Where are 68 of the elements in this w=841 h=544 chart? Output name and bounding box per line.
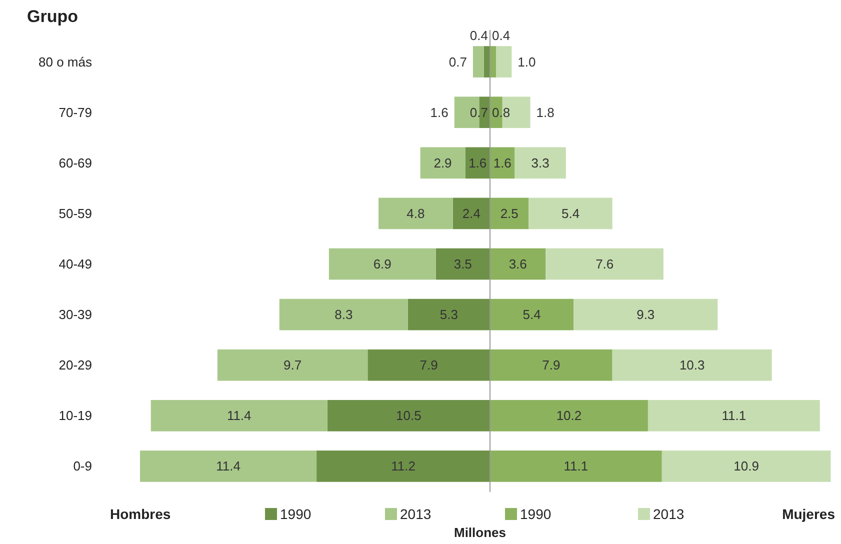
y-tick-label: 30-39 <box>58 307 92 322</box>
data-label: 1.6 <box>493 155 512 170</box>
y-tick-label: 80 o más <box>38 54 92 70</box>
bar <box>528 198 612 230</box>
data-label: 9.7 <box>284 358 302 373</box>
bar <box>150 400 328 432</box>
data-label: 5.3 <box>440 307 458 322</box>
data-label: 7.9 <box>420 358 438 373</box>
data-label: 5.4 <box>522 307 541 322</box>
data-label: 10.2 <box>556 408 582 424</box>
y-tick-label: 40-49 <box>58 256 92 272</box>
data-label: 1.6 <box>430 104 448 120</box>
bar <box>217 349 368 381</box>
bar <box>279 298 408 330</box>
bar <box>648 400 820 432</box>
data-label: 10.5 <box>396 408 422 424</box>
data-label: 0.4 <box>470 28 488 44</box>
data-label: 9.3 <box>636 307 655 322</box>
y-tick-label: 10-19 <box>58 408 92 424</box>
legend-label: 1990 <box>520 506 552 522</box>
bar <box>574 298 718 330</box>
data-label: 1.0 <box>518 54 536 70</box>
x-axis-title: Millones <box>454 525 506 540</box>
data-label: 0.7 <box>470 104 488 120</box>
data-label: 1.6 <box>468 155 487 170</box>
text: Mujeres <box>782 506 836 522</box>
legend-label: 2013 <box>400 506 432 522</box>
bar <box>420 147 466 179</box>
text: Hombres <box>110 506 171 522</box>
data-label: 0.7 <box>448 54 467 70</box>
data-label: 6.9 <box>373 256 392 272</box>
y-tick-label: 70-79 <box>58 104 92 120</box>
bar <box>496 46 512 78</box>
bar <box>378 198 453 230</box>
data-label: 11.1 <box>564 458 588 474</box>
bar <box>472 46 484 78</box>
data-label: 2.9 <box>434 155 452 170</box>
bar <box>514 147 566 179</box>
y-tick-label: 20-29 <box>58 358 92 373</box>
data-label: 2.4 <box>462 206 480 221</box>
data-label: 11.2 <box>391 458 416 474</box>
data-label: 3.5 <box>454 256 472 272</box>
data-label: 7.9 <box>542 358 560 373</box>
data-label: 8.3 <box>334 307 353 322</box>
data-label: 10.9 <box>734 458 759 474</box>
bar <box>662 450 831 482</box>
data-label: 7.6 <box>596 256 614 272</box>
bar <box>546 248 664 280</box>
legend-label: 1990 <box>280 506 312 522</box>
data-label: 11.4 <box>226 408 252 424</box>
data-label: 0.4 <box>492 28 510 44</box>
y-tick-label: 60-69 <box>58 155 92 170</box>
bar <box>328 248 436 280</box>
data-label: 3.6 <box>508 256 527 272</box>
bar <box>612 349 772 381</box>
y-tick-label: 0-9 <box>73 458 92 474</box>
data-label: 11.1 <box>722 408 746 424</box>
legend-label: 2013 <box>653 506 684 522</box>
data-label: 3.3 <box>531 155 550 170</box>
data-label: 10.3 <box>679 358 705 373</box>
y-tick-label: 50-59 <box>58 206 92 221</box>
data-label: 5.4 <box>561 206 580 221</box>
bar <box>140 450 317 482</box>
data-label: 11.4 <box>216 458 240 474</box>
y-axis-title: Grupo <box>27 7 78 26</box>
data-label: 1.8 <box>536 104 554 120</box>
data-label: 4.8 <box>406 206 425 221</box>
data-label: 2.5 <box>500 206 518 221</box>
